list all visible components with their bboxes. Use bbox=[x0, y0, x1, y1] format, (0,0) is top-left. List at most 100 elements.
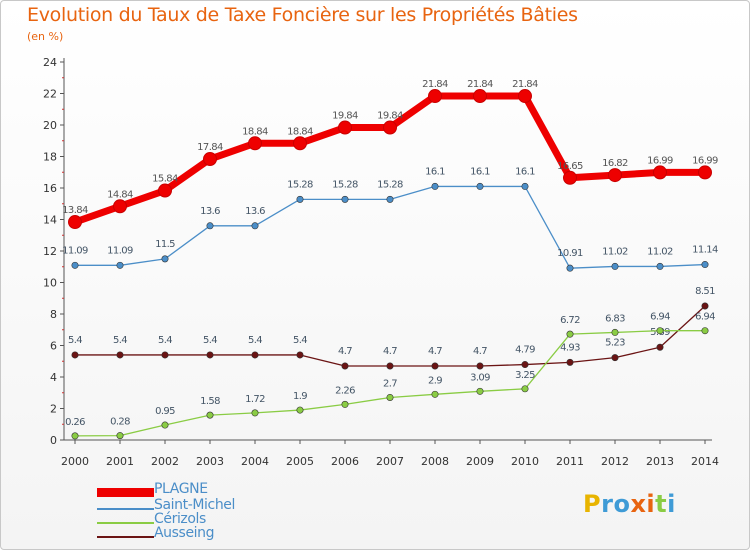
logo-letter: t bbox=[655, 490, 668, 518]
x-tick-label: 2009 bbox=[466, 455, 494, 468]
data-label-plagne: 18.84 bbox=[287, 126, 313, 137]
data-label-saint-michel: 16.1 bbox=[470, 166, 490, 177]
data-point-plagne bbox=[473, 89, 487, 104]
data-label-saint-michel: 11.02 bbox=[602, 246, 628, 257]
data-point-saint-michel bbox=[251, 222, 259, 230]
data-label-plagne: 16.99 bbox=[692, 155, 718, 166]
data-label-saint-michel: 15.28 bbox=[332, 179, 358, 190]
data-point-ausseing bbox=[476, 362, 484, 370]
x-tick-label: 2013 bbox=[646, 455, 674, 468]
x-tick-label: 2010 bbox=[511, 455, 539, 468]
data-point-ausseing bbox=[431, 362, 439, 370]
data-point-plagne bbox=[158, 183, 172, 198]
data-label-cerizols: 3.25 bbox=[515, 370, 535, 381]
data-point-cerizols bbox=[296, 406, 304, 414]
data-point-cerizols bbox=[476, 387, 484, 395]
data-point-ausseing bbox=[161, 351, 169, 359]
x-tick-label: 2004 bbox=[241, 455, 269, 468]
y-tick-label: 6 bbox=[50, 340, 57, 353]
logo-letter: i bbox=[667, 490, 676, 518]
data-point-ausseing bbox=[611, 354, 619, 362]
x-tick-label: 2003 bbox=[196, 455, 224, 468]
data-label-ausseing: 5.4 bbox=[248, 335, 262, 346]
x-tick-label: 2012 bbox=[601, 455, 629, 468]
logo-letter: P bbox=[583, 490, 602, 518]
data-label-saint-michel: 13.6 bbox=[200, 206, 220, 217]
logo-letter: i bbox=[646, 490, 656, 518]
data-point-cerizols bbox=[161, 421, 169, 429]
data-point-cerizols bbox=[611, 328, 619, 336]
data-label-cerizols: 1.9 bbox=[293, 391, 307, 402]
x-tick-label: 2000 bbox=[61, 455, 89, 468]
data-point-plagne bbox=[428, 89, 442, 104]
data-label-ausseing: 5.4 bbox=[113, 335, 127, 346]
data-point-ausseing bbox=[701, 302, 709, 310]
logo-letter: r bbox=[601, 490, 614, 518]
legend-swatch-plagne bbox=[97, 488, 154, 497]
data-point-saint-michel bbox=[611, 262, 619, 270]
data-point-cerizols bbox=[206, 411, 214, 419]
data-label-saint-michel: 15.28 bbox=[377, 179, 403, 190]
legend-label-cerizols: Cérizols bbox=[154, 511, 206, 527]
data-label-cerizols: 1.58 bbox=[200, 396, 220, 407]
data-label-saint-michel: 16.1 bbox=[515, 166, 535, 177]
data-label-ausseing: 8.51 bbox=[695, 286, 715, 297]
legend-swatch-ausseing bbox=[97, 536, 154, 538]
y-tick-label: 22 bbox=[43, 88, 57, 101]
data-point-plagne bbox=[113, 199, 127, 214]
data-label-plagne: 17.84 bbox=[197, 142, 223, 153]
data-label-plagne: 16.99 bbox=[647, 155, 673, 166]
data-point-saint-michel bbox=[206, 222, 214, 230]
data-label-saint-michel: 15.28 bbox=[287, 179, 313, 190]
y-tick-label: 16 bbox=[43, 182, 57, 195]
data-point-saint-michel bbox=[386, 195, 394, 203]
y-tick-label: 14 bbox=[43, 214, 57, 227]
x-tick-label: 2008 bbox=[421, 455, 449, 468]
logo-letter: x bbox=[630, 490, 647, 518]
data-point-ausseing bbox=[71, 351, 79, 359]
data-point-cerizols bbox=[521, 385, 529, 393]
data-label-plagne: 19.84 bbox=[377, 111, 403, 122]
legend-label-saint-michel: Saint-Michel bbox=[154, 497, 236, 513]
data-label-cerizols: 3.09 bbox=[470, 372, 490, 383]
data-point-plagne bbox=[68, 215, 82, 230]
data-label-cerizols: 0.95 bbox=[155, 406, 175, 417]
x-tick-label: 2005 bbox=[286, 455, 314, 468]
data-point-plagne bbox=[293, 136, 307, 151]
data-point-cerizols bbox=[116, 432, 124, 440]
data-label-plagne: 13.84 bbox=[62, 205, 88, 216]
data-point-cerizols bbox=[341, 400, 349, 408]
x-tick-label: 2007 bbox=[376, 455, 404, 468]
data-label-cerizols: 6.94 bbox=[650, 312, 670, 323]
data-point-ausseing bbox=[206, 351, 214, 359]
data-point-cerizols bbox=[251, 409, 259, 417]
data-label-cerizols: 6.72 bbox=[560, 315, 580, 326]
data-label-ausseing: 4.93 bbox=[560, 342, 580, 353]
legend-swatch-cerizols bbox=[97, 522, 154, 524]
data-label-ausseing: 4.79 bbox=[515, 345, 535, 356]
data-label-cerizols: 6.94 bbox=[695, 312, 715, 323]
data-point-saint-michel bbox=[656, 262, 664, 270]
data-point-ausseing bbox=[296, 351, 304, 359]
data-point-cerizols bbox=[386, 393, 394, 401]
data-point-plagne bbox=[383, 120, 397, 135]
data-label-ausseing: 5.4 bbox=[68, 335, 82, 346]
data-label-cerizols: 2.9 bbox=[428, 375, 442, 386]
data-point-ausseing bbox=[116, 351, 124, 359]
data-label-plagne: 16.82 bbox=[602, 158, 628, 169]
y-tick-label: 12 bbox=[43, 245, 57, 258]
data-point-saint-michel bbox=[296, 195, 304, 203]
data-label-ausseing: 4.7 bbox=[473, 346, 487, 357]
x-tick-label: 2002 bbox=[151, 455, 179, 468]
y-tick-label: 20 bbox=[43, 119, 57, 132]
legend-swatch-saint-michel bbox=[97, 508, 154, 510]
data-label-saint-michel: 11.09 bbox=[107, 245, 133, 256]
data-point-saint-michel bbox=[476, 182, 484, 190]
data-point-plagne bbox=[653, 165, 667, 180]
x-tick-label: 2001 bbox=[106, 455, 134, 468]
data-label-cerizols: 0.28 bbox=[110, 417, 130, 428]
data-label-ausseing: 4.7 bbox=[383, 346, 397, 357]
data-point-saint-michel bbox=[701, 261, 709, 269]
data-label-saint-michel: 11.5 bbox=[155, 239, 175, 250]
data-label-ausseing: 5.4 bbox=[293, 335, 307, 346]
